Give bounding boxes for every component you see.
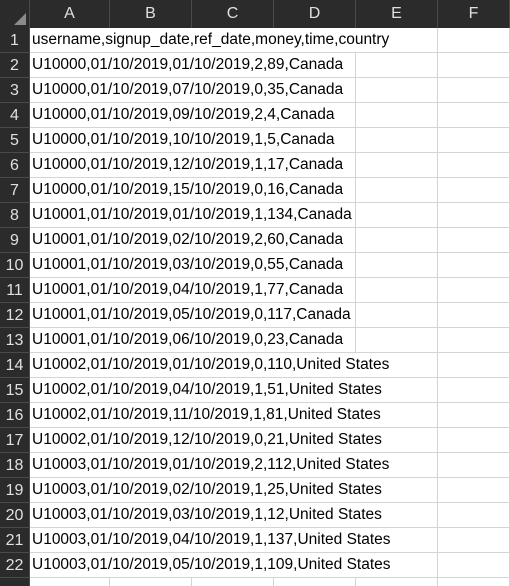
row-header-8[interactable]: 8 [0,203,30,228]
cell-a3[interactable]: U10000,01/10/2019,07/10/2019,0,35,Canada [32,78,346,102]
cell-a9[interactable]: U10001,01/10/2019,02/10/2019,2,60,Canada [32,228,346,252]
column-header-a[interactable]: A [30,0,110,28]
row-header-15[interactable]: 15 [0,378,30,403]
column-header-f[interactable]: F [438,0,510,28]
column-gridline [437,28,438,586]
cell-a16[interactable]: U10002,01/10/2019,11/10/2019,1,81,United… [32,403,383,427]
cell-a11[interactable]: U10001,01/10/2019,04/10/2019,1,77,Canada [32,278,346,302]
column-header-e[interactable]: E [356,0,438,28]
row-header-17[interactable]: 17 [0,428,30,453]
row-header-5[interactable]: 5 [0,128,30,153]
table-row: U10003,01/10/2019,05/10/2019,1,109,Unite… [30,553,510,578]
row-header-12[interactable]: 12 [0,303,30,328]
row-header-2[interactable]: 2 [0,53,30,78]
cell-a19[interactable]: U10003,01/10/2019,02/10/2019,1,25,United… [32,478,384,502]
table-row: username,signup_date,ref_date,money,time… [30,28,510,53]
cell-a20[interactable]: U10003,01/10/2019,03/10/2019,1,12,United… [32,503,384,527]
table-row: U10000,01/10/2019,15/10/2019,0,16,Canada [30,178,510,203]
table-row: U10000,01/10/2019,09/10/2019,2,4,Canada [30,103,510,128]
row-header-9[interactable]: 9 [0,228,30,253]
row-header-3[interactable]: 3 [0,78,30,103]
row-header-20[interactable]: 20 [0,503,30,528]
cell-a21[interactable]: U10003,01/10/2019,04/10/2019,1,137,Unite… [32,528,393,552]
table-row: U10001,01/10/2019,01/10/2019,1,134,Canad… [30,203,510,228]
select-all-icon [14,13,26,25]
row-header-21[interactable]: 21 [0,528,30,553]
table-row: U10001,01/10/2019,03/10/2019,0,55,Canada [30,253,510,278]
cell-a17[interactable]: U10002,01/10/2019,12/10/2019,0,21,United… [32,428,384,452]
table-row: U10002,01/10/2019,01/10/2019,0,110,Unite… [30,353,510,378]
cell-grid[interactable]: username,signup_date,ref_date,money,time… [30,28,510,586]
cell-a7[interactable]: U10000,01/10/2019,15/10/2019,0,16,Canada [32,178,346,202]
table-row: U10003,01/10/2019,01/10/2019,2,112,Unite… [30,453,510,478]
cell-a4[interactable]: U10000,01/10/2019,09/10/2019,2,4,Canada [32,103,337,127]
cell-a12[interactable]: U10001,01/10/2019,05/10/2019,0,117,Canad… [32,303,353,327]
row-header-partial [0,578,30,586]
table-row: U10003,01/10/2019,03/10/2019,1,12,United… [30,503,510,528]
table-row: U10000,01/10/2019,10/10/2019,1,5,Canada [30,128,510,153]
column-header-d[interactable]: D [274,0,356,28]
table-row: U10001,01/10/2019,06/10/2019,0,23,Canada [30,328,510,353]
row-header-22[interactable]: 22 [0,553,30,578]
table-row: U10001,01/10/2019,02/10/2019,2,60,Canada [30,228,510,253]
row-header-13[interactable]: 13 [0,328,30,353]
row-header-10[interactable]: 10 [0,253,30,278]
row-header-6[interactable]: 6 [0,153,30,178]
table-row: U10001,01/10/2019,05/10/2019,0,117,Canad… [30,303,510,328]
cell-a22[interactable]: U10003,01/10/2019,05/10/2019,1,109,Unite… [32,553,393,577]
row-header-11[interactable]: 11 [0,278,30,303]
cell-a10[interactable]: U10001,01/10/2019,03/10/2019,0,55,Canada [32,253,346,277]
table-row: U10000,01/10/2019,07/10/2019,0,35,Canada [30,78,510,103]
cell-a1[interactable]: username,signup_date,ref_date,money,time… [32,28,392,52]
cell-a2[interactable]: U10000,01/10/2019,01/10/2019,2,89,Canada [32,53,346,77]
row-header-16[interactable]: 16 [0,403,30,428]
row-header-bar: 1 2 3 4 5 6 7 8 9 10 11 12 13 14 15 16 17 18 19 20 21 22 [0,28,30,586]
cell-a13[interactable]: U10001,01/10/2019,06/10/2019,0,23,Canada [32,328,346,352]
cell-a5[interactable]: U10000,01/10/2019,10/10/2019,1,5,Canada [32,128,337,152]
table-row: U10003,01/10/2019,02/10/2019,1,25,United… [30,478,510,503]
cell-a18[interactable]: U10003,01/10/2019,01/10/2019,2,112,Unite… [32,453,392,477]
cell-a15[interactable]: U10002,01/10/2019,04/10/2019,1,51,United… [32,378,384,402]
column-gridline [355,28,356,586]
table-row: U10000,01/10/2019,12/10/2019,1,17,Canada [30,153,510,178]
table-row: U10000,01/10/2019,01/10/2019,2,89,Canada [30,53,510,78]
row-header-7[interactable]: 7 [0,178,30,203]
table-row: U10002,01/10/2019,11/10/2019,1,81,United… [30,403,510,428]
cell-a14[interactable]: U10002,01/10/2019,01/10/2019,0,110,Unite… [32,353,392,377]
cell-a6[interactable]: U10000,01/10/2019,12/10/2019,1,17,Canada [32,153,346,177]
table-row: U10001,01/10/2019,04/10/2019,1,77,Canada [30,278,510,303]
table-row: U10003,01/10/2019,04/10/2019,1,137,Unite… [30,528,510,553]
column-header-b[interactable]: B [110,0,192,28]
row-header-19[interactable]: 19 [0,478,30,503]
select-all-corner[interactable] [0,0,30,28]
row-header-1[interactable]: 1 [0,28,30,53]
row-header-4[interactable]: 4 [0,103,30,128]
column-header-c[interactable]: C [192,0,274,28]
cell-a8[interactable]: U10001,01/10/2019,01/10/2019,1,134,Canad… [32,203,354,227]
row-header-14[interactable]: 14 [0,353,30,378]
table-row: U10002,01/10/2019,12/10/2019,0,21,United… [30,428,510,453]
table-row: U10002,01/10/2019,04/10/2019,1,51,United… [30,378,510,403]
row-header-18[interactable]: 18 [0,453,30,478]
